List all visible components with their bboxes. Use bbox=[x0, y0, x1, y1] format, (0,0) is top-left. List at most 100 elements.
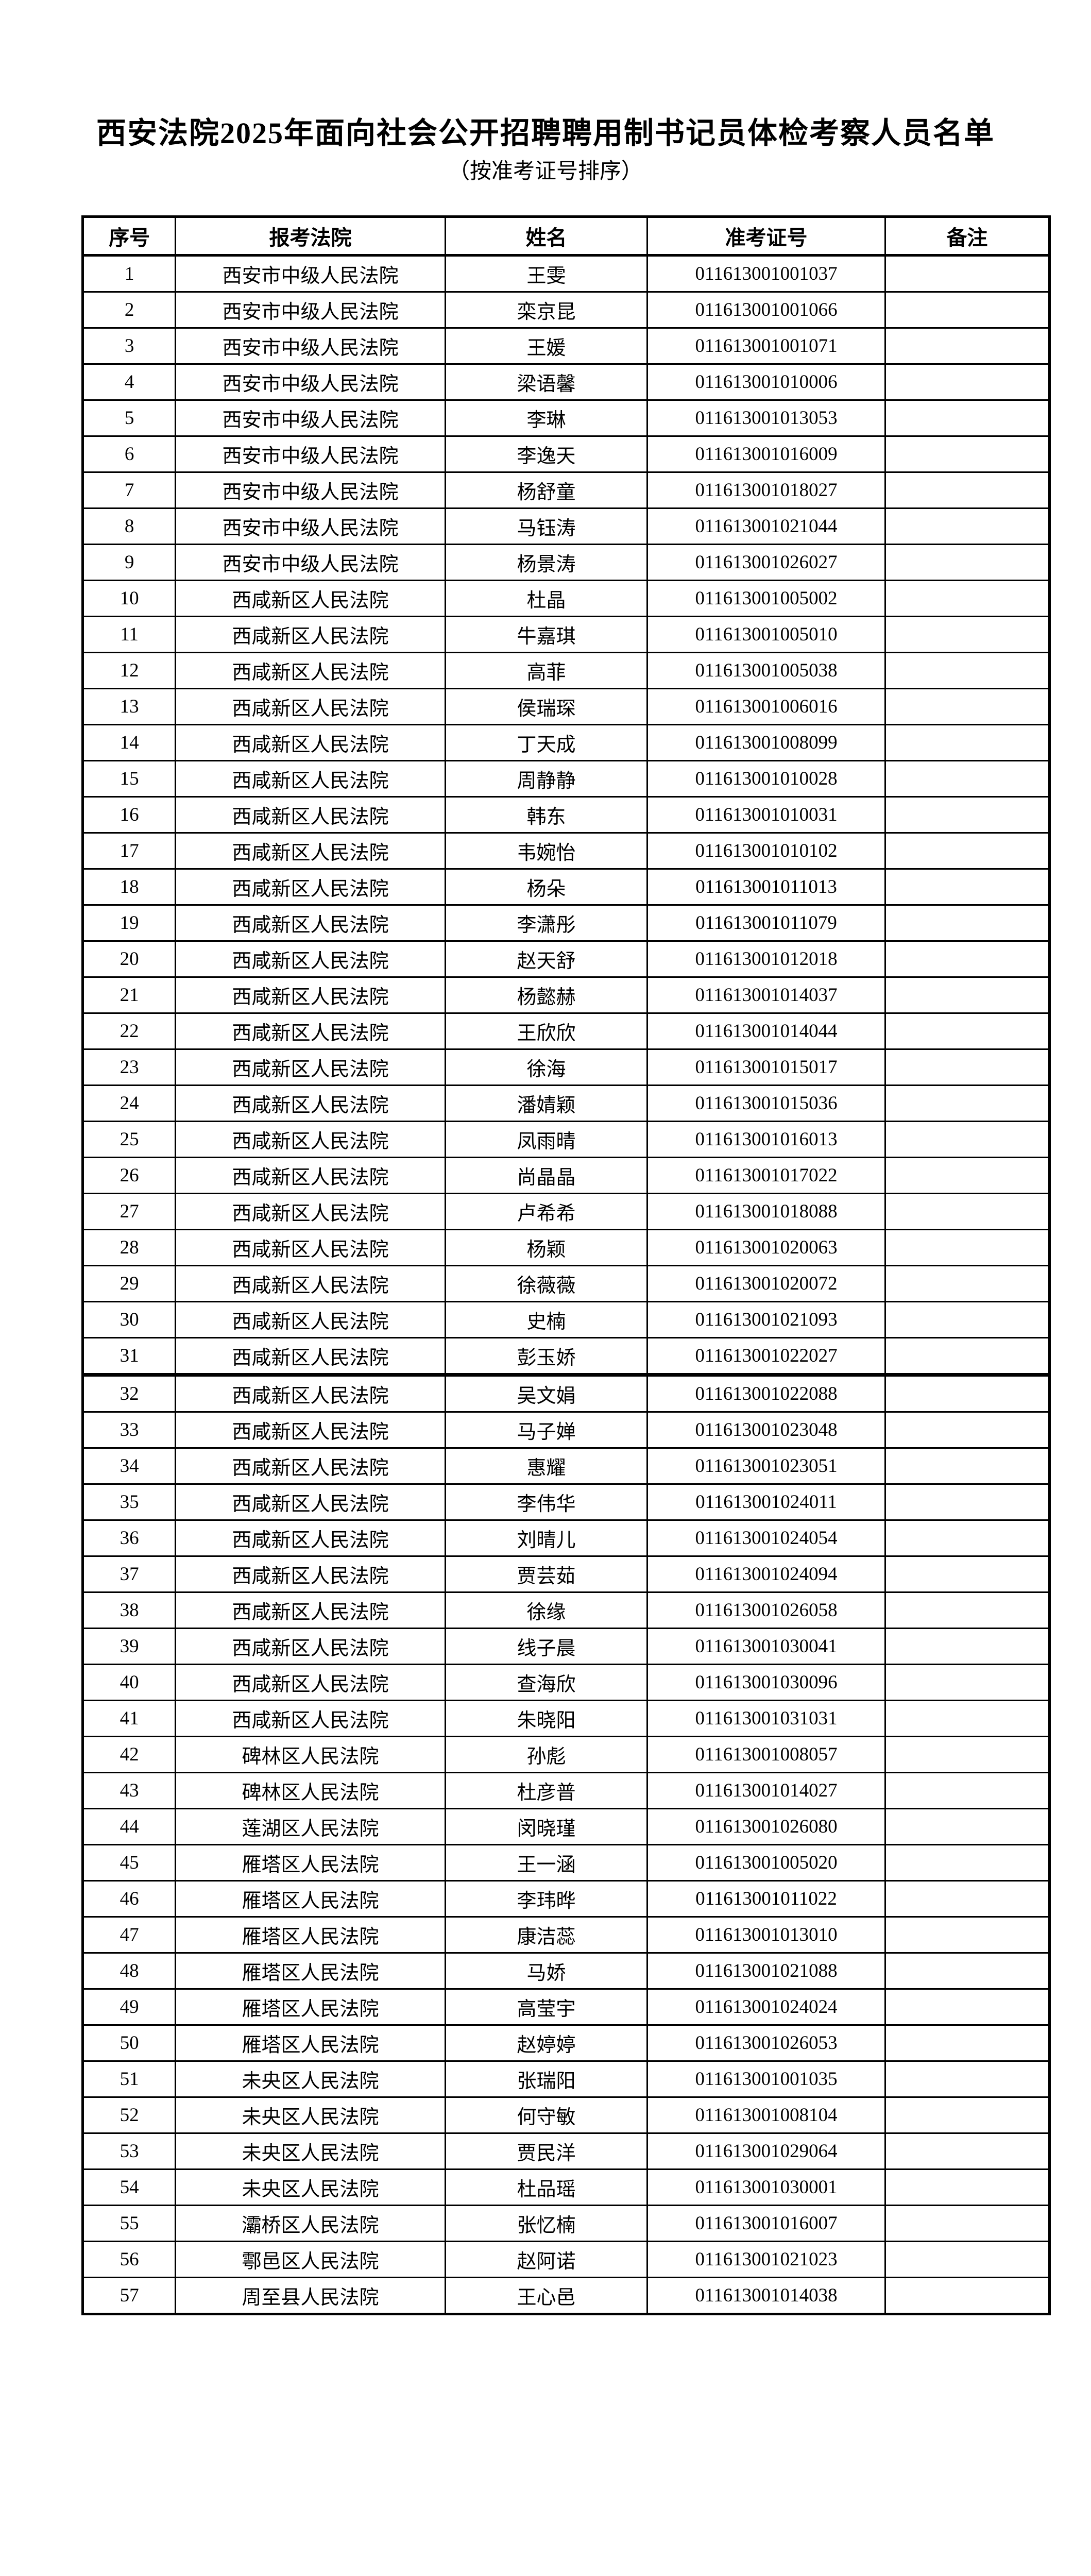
row-number-cell: 11 bbox=[81, 616, 177, 653]
ticket-cell: 011613001018088 bbox=[646, 1193, 886, 1230]
ticket-cell: 011613001022088 bbox=[646, 1373, 886, 1413]
court-cell: 未央区人民法院 bbox=[175, 2096, 446, 2134]
ticket-cell: 011613001021088 bbox=[646, 1952, 886, 1990]
court-cell: 灞桥区人民法院 bbox=[175, 2205, 446, 2242]
court-cell: 西咸新区人民法院 bbox=[175, 1628, 446, 1665]
remark-cell bbox=[884, 1591, 1051, 1629]
court-cell: 西咸新区人民法院 bbox=[175, 796, 446, 834]
court-cell: 周至县人民法院 bbox=[175, 2277, 446, 2315]
ticket-cell: 011613001008057 bbox=[646, 1736, 886, 1773]
table-row: 15 西咸新区人民法院 周静静 011613001010028 bbox=[81, 760, 1051, 798]
row-number-cell: 44 bbox=[81, 1808, 177, 1845]
table-row: 39 西咸新区人民法院 线子晨 011613001030041 bbox=[81, 1628, 1051, 1665]
name-cell: 徐缘 bbox=[444, 1591, 649, 1629]
table-row: 16 西咸新区人民法院 韩东 011613001010031 bbox=[81, 796, 1051, 834]
ticket-cell: 011613001010028 bbox=[646, 760, 886, 798]
remark-cell bbox=[884, 1084, 1051, 1122]
ticket-cell: 011613001030001 bbox=[646, 2168, 886, 2206]
table-row: 13 西咸新区人民法院 侯瑞琛 011613001006016 bbox=[81, 688, 1051, 725]
remark-cell bbox=[884, 255, 1051, 293]
name-cell: 赵婷婷 bbox=[444, 2024, 649, 2062]
ticket-cell: 011613001024024 bbox=[646, 1988, 886, 2026]
name-cell: 韩东 bbox=[444, 796, 649, 834]
row-number-cell: 43 bbox=[81, 1772, 177, 1809]
remark-cell bbox=[884, 327, 1051, 365]
row-number-cell: 22 bbox=[81, 1012, 177, 1050]
table-row: 54 未央区人民法院 杜品瑶 011613001030001 bbox=[81, 2168, 1051, 2206]
table-row: 10 西咸新区人民法院 杜晶 011613001005002 bbox=[81, 580, 1051, 617]
col-header-remark: 备注 bbox=[884, 216, 1051, 257]
row-number-cell: 2 bbox=[81, 291, 177, 329]
row-number-cell: 27 bbox=[81, 1193, 177, 1230]
row-number-cell: 35 bbox=[81, 1483, 177, 1521]
name-cell: 周静静 bbox=[444, 760, 649, 798]
name-cell: 李逸天 bbox=[444, 435, 649, 473]
remark-cell bbox=[884, 1952, 1051, 1990]
roster-table: 序号 报考法院 姓名 准考证号 备注 1 西安市中级人民法院 王雯 0116130010010… bbox=[81, 215, 1051, 2315]
remark-cell bbox=[884, 2060, 1051, 2098]
ticket-cell: 011613001006016 bbox=[646, 688, 886, 725]
row-number-cell: 52 bbox=[81, 2096, 177, 2134]
court-cell: 西咸新区人民法院 bbox=[175, 1157, 446, 1194]
ticket-cell: 011613001021023 bbox=[646, 2241, 886, 2278]
court-cell: 西咸新区人民法院 bbox=[175, 1121, 446, 1158]
remark-cell bbox=[884, 2168, 1051, 2206]
court-cell: 西咸新区人民法院 bbox=[175, 1591, 446, 1629]
ticket-cell: 011613001016013 bbox=[646, 1121, 886, 1158]
ticket-cell: 011613001031031 bbox=[646, 1700, 886, 1737]
court-cell: 未央区人民法院 bbox=[175, 2060, 446, 2098]
ticket-cell: 011613001014037 bbox=[646, 976, 886, 1014]
ticket-cell: 011613001010006 bbox=[646, 363, 886, 401]
name-cell: 王欣欣 bbox=[444, 1012, 649, 1050]
court-cell: 西安市中级人民法院 bbox=[175, 471, 446, 509]
table-row: 2 西安市中级人民法院 栾京昆 011613001001066 bbox=[81, 291, 1051, 329]
table-row: 57 周至县人民法院 王心邑 011613001014038 bbox=[81, 2277, 1051, 2315]
name-cell: 朱晓阳 bbox=[444, 1700, 649, 1737]
name-cell: 杨景涛 bbox=[444, 544, 649, 581]
row-number-cell: 50 bbox=[81, 2024, 177, 2062]
ticket-cell: 011613001013010 bbox=[646, 1916, 886, 1954]
ticket-cell: 011613001001066 bbox=[646, 291, 886, 329]
name-cell: 尚晶晶 bbox=[444, 1157, 649, 1194]
row-number-cell: 20 bbox=[81, 940, 177, 978]
row-number-cell: 49 bbox=[81, 1988, 177, 2026]
remark-cell bbox=[884, 760, 1051, 798]
court-cell: 西咸新区人民法院 bbox=[175, 1012, 446, 1050]
name-cell: 牛嘉琪 bbox=[444, 616, 649, 653]
table-row: 26 西咸新区人民法院 尚晶晶 011613001017022 bbox=[81, 1157, 1051, 1194]
row-number-cell: 28 bbox=[81, 1229, 177, 1266]
ticket-cell: 011613001014027 bbox=[646, 1772, 886, 1809]
name-cell: 史楠 bbox=[444, 1301, 649, 1338]
court-cell: 西咸新区人民法院 bbox=[175, 688, 446, 725]
ticket-cell: 011613001013053 bbox=[646, 399, 886, 437]
ticket-cell: 011613001014044 bbox=[646, 1012, 886, 1050]
court-cell: 西咸新区人民法院 bbox=[175, 904, 446, 942]
ticket-cell: 011613001030041 bbox=[646, 1628, 886, 1665]
court-cell: 西咸新区人民法院 bbox=[175, 1229, 446, 1266]
ticket-cell: 011613001005020 bbox=[646, 1844, 886, 1882]
name-cell: 闵晓瑾 bbox=[444, 1808, 649, 1845]
table-row: 14 西咸新区人民法院 丁天成 011613001008099 bbox=[81, 724, 1051, 761]
name-cell: 梁语馨 bbox=[444, 363, 649, 401]
remark-cell bbox=[884, 2024, 1051, 2062]
table-row: 8 西安市中级人民法院 马钰涛 011613001021044 bbox=[81, 507, 1051, 545]
court-cell: 未央区人民法院 bbox=[175, 2168, 446, 2206]
row-number-cell: 45 bbox=[81, 1844, 177, 1882]
name-cell: 李伟华 bbox=[444, 1483, 649, 1521]
table-row: 38 西咸新区人民法院 徐缘 011613001026058 bbox=[81, 1591, 1051, 1629]
table-row: 41 西咸新区人民法院 朱晓阳 011613001031031 bbox=[81, 1700, 1051, 1737]
court-cell: 西咸新区人民法院 bbox=[175, 724, 446, 761]
row-number-cell: 57 bbox=[81, 2277, 177, 2315]
remark-cell bbox=[884, 1121, 1051, 1158]
row-number-cell: 24 bbox=[81, 1084, 177, 1122]
remark-cell bbox=[884, 1772, 1051, 1809]
ticket-cell: 011613001030096 bbox=[646, 1664, 886, 1701]
table-row: 55 灞桥区人民法院 张忆楠 011613001016007 bbox=[81, 2205, 1051, 2242]
row-number-cell: 4 bbox=[81, 363, 177, 401]
remark-cell bbox=[884, 724, 1051, 761]
remark-cell bbox=[884, 976, 1051, 1014]
row-number-cell: 26 bbox=[81, 1157, 177, 1194]
court-cell: 西咸新区人民法院 bbox=[175, 1337, 446, 1376]
row-number-cell: 56 bbox=[81, 2241, 177, 2278]
row-number-cell: 46 bbox=[81, 1880, 177, 1918]
